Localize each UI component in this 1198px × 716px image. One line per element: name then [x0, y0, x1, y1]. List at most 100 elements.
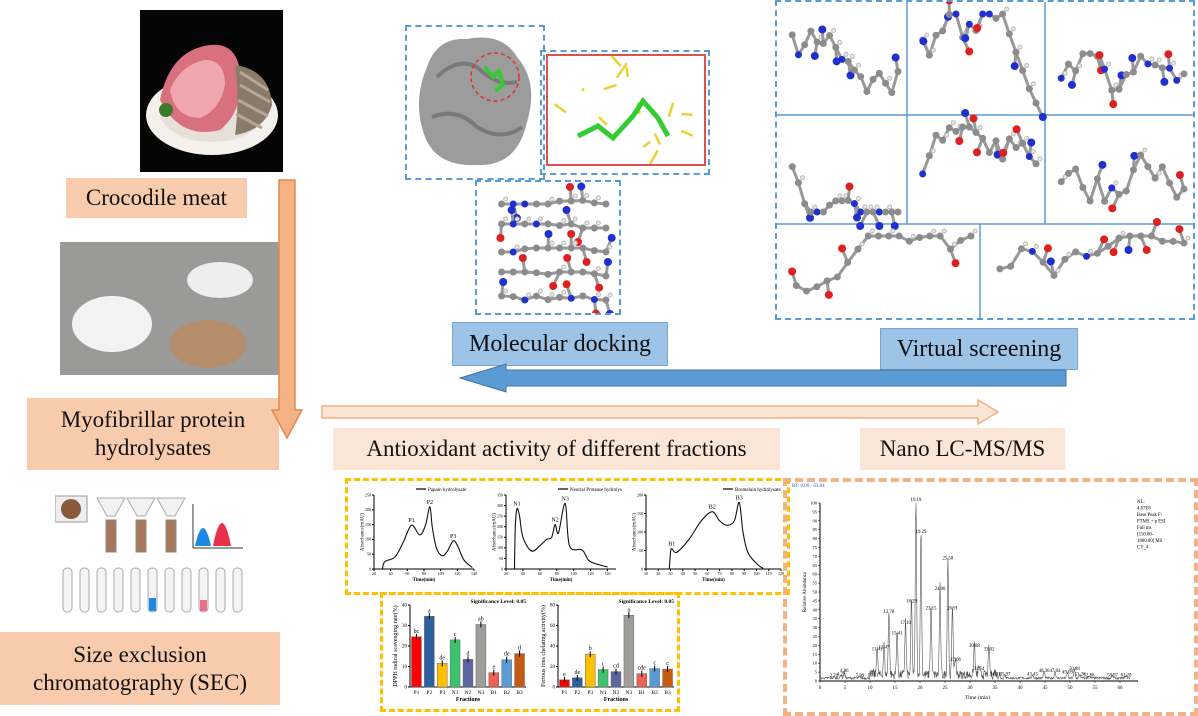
atom [1129, 166, 1137, 174]
residue-stick [680, 129, 694, 138]
info-line: 1800.00] MS [1137, 539, 1163, 544]
y-tick-label: 200 [365, 507, 371, 512]
atom [925, 152, 933, 160]
atom [788, 267, 797, 276]
x-tick-label: 110 [766, 571, 772, 576]
y-tick-label: 100 [637, 529, 643, 534]
peak-label: 52.86 [1084, 673, 1095, 678]
hydrogen-atom [1037, 156, 1043, 162]
atom [813, 38, 821, 46]
peak-label: P2 [427, 500, 433, 506]
atom [939, 136, 947, 144]
hydrogen-atom [951, 241, 957, 247]
info-line: Base Peak F: [1137, 513, 1162, 518]
atom [567, 244, 575, 252]
atom [826, 201, 834, 209]
atom [888, 208, 896, 216]
peak-label: 24.00 [935, 587, 946, 592]
peak-label: N1 [513, 502, 520, 508]
atom [1027, 138, 1036, 147]
atom [1079, 184, 1087, 192]
category-label: N2 [465, 690, 472, 696]
atom [1057, 178, 1065, 186]
y-tick-label: 95 [813, 509, 818, 514]
atom [1095, 51, 1104, 60]
hydrogen-atom [1113, 180, 1119, 186]
atom [890, 222, 899, 230]
antioxidant-label: Antioxidant activity of different fracti… [333, 428, 780, 470]
peak-label: 50.88 [1069, 667, 1080, 672]
atom [1158, 237, 1166, 245]
hydrogen-atom [1106, 61, 1112, 67]
atom [567, 230, 576, 238]
atom [1142, 246, 1151, 254]
peak-label: 25.58 [943, 557, 954, 562]
atom [1108, 204, 1117, 213]
interaction-2d-diagram [496, 182, 616, 318]
elution-curve [513, 502, 608, 570]
atom [788, 163, 796, 171]
atom [850, 200, 858, 208]
significance-letter: de [439, 655, 445, 661]
peak-label: B3 [736, 495, 743, 501]
atom [891, 53, 900, 62]
significance-label: Significance Level: 0.05 [619, 599, 675, 605]
atom [1072, 67, 1080, 75]
y-tick-label: 50 [367, 552, 371, 557]
x-tick-label: 120 [588, 571, 594, 576]
x-tick-label: 20 [918, 686, 924, 691]
residue-stick [615, 62, 628, 79]
atom [544, 296, 552, 304]
atom [595, 283, 604, 292]
hydrogen-atom [931, 228, 937, 234]
atom [1057, 74, 1065, 82]
y-tick-label: 50 [639, 548, 643, 553]
hydrogen-atom [1030, 149, 1036, 155]
atom [1166, 179, 1174, 187]
test-tube [113, 567, 124, 613]
peak-label: 49.09 [1062, 671, 1073, 676]
atom [562, 206, 571, 214]
y-tick-label: 10 [402, 665, 408, 670]
x-axis-label: Time(min) [702, 578, 725, 583]
atom [1122, 187, 1130, 195]
atom [999, 10, 1007, 18]
y-tick-label: 70 [813, 554, 818, 559]
y-tick-label: 45 [813, 598, 818, 603]
atom [838, 55, 846, 63]
atom [810, 51, 819, 60]
atom [875, 232, 882, 240]
atom [807, 208, 815, 216]
peak-label: 19.29 [916, 530, 927, 535]
y-tick-label: 250 [365, 492, 371, 497]
virtual-screening-label: Virtual screening [880, 328, 1078, 370]
y-tick-label: 80 [813, 536, 818, 541]
atom [1164, 50, 1173, 59]
bar-frame [380, 592, 680, 712]
atom [869, 208, 877, 216]
residue-stick [603, 83, 618, 91]
atom [1064, 60, 1072, 68]
molecular-docking-label: Molecular docking [452, 322, 668, 366]
atom [1010, 62, 1019, 71]
y-axis-label: Absorbance(mAU) [633, 513, 638, 552]
category-label: N1 [452, 690, 459, 696]
hydrogen-atom [607, 244, 613, 250]
atom [1130, 151, 1139, 160]
atom [869, 75, 877, 83]
bar [514, 653, 525, 688]
peak-label: 47.04 [1050, 669, 1061, 674]
atom [1043, 244, 1052, 253]
atom [979, 10, 987, 18]
tube-fill-blue [149, 598, 156, 611]
atom [602, 248, 610, 256]
atom [532, 200, 540, 208]
hydrogen-atom [1113, 82, 1119, 88]
atom [498, 292, 506, 300]
atom [1144, 163, 1152, 171]
atom [1100, 235, 1109, 244]
x-tick-label: 80 [422, 571, 426, 576]
x-tick-label: 40 [681, 571, 685, 576]
atom [939, 27, 947, 35]
atom [801, 41, 809, 49]
